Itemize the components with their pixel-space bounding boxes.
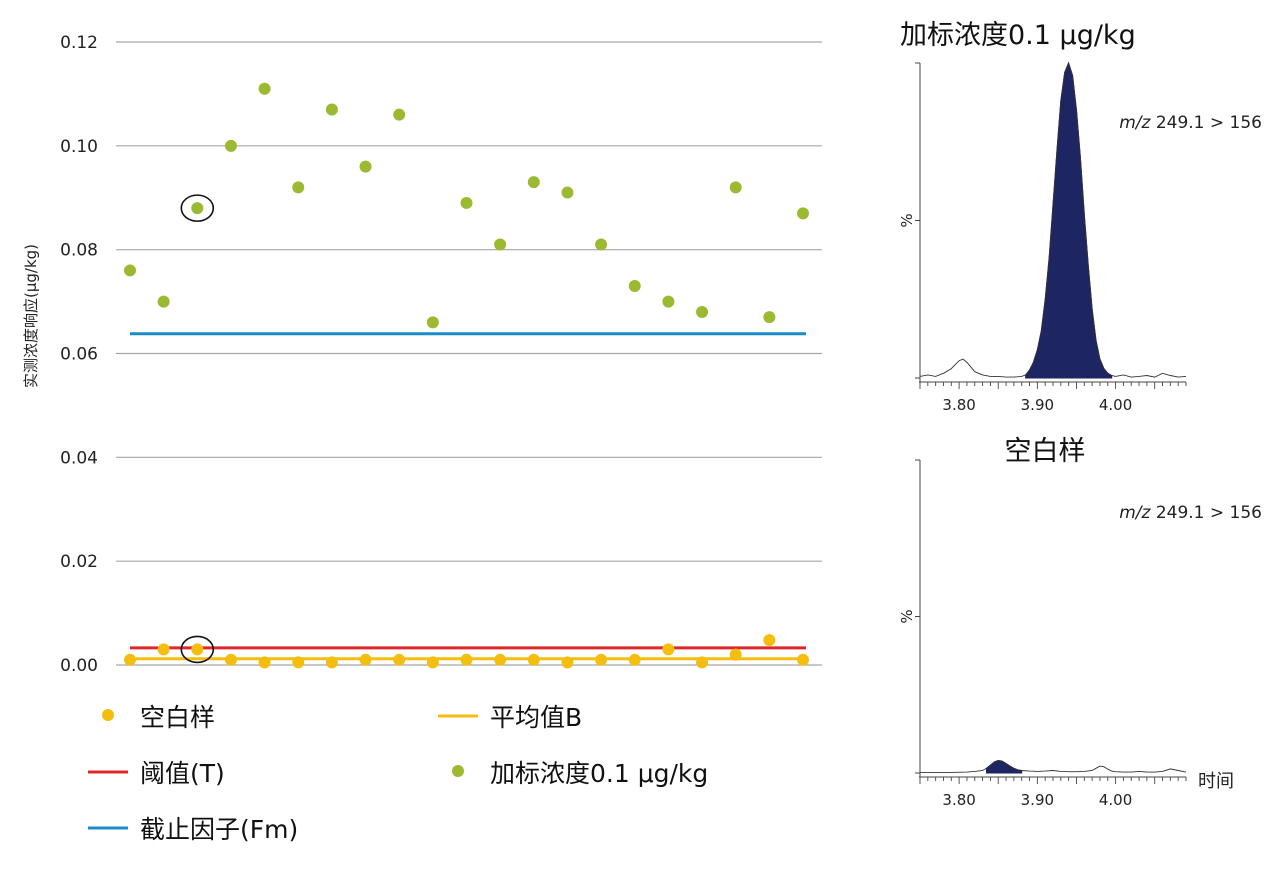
chromatogram-blank-x-axis-label: 时间 — [1198, 771, 1234, 792]
mz-annotation: m/z 249.1 > 156 — [1119, 503, 1262, 523]
legend-marker — [102, 709, 114, 721]
chromatogram-blank-title: 空白样 — [1005, 436, 1086, 467]
data-point — [595, 238, 608, 251]
peak-fill — [1025, 61, 1113, 379]
data-point — [628, 653, 641, 666]
data-point — [460, 653, 473, 666]
data-point — [224, 653, 237, 666]
y-tick-label: 0.00 — [60, 656, 98, 676]
data-point — [797, 207, 809, 220]
data-point — [729, 648, 742, 661]
x-tick-label: 3.90 — [1021, 396, 1054, 414]
data-point — [359, 653, 372, 666]
data-point — [527, 176, 540, 189]
y-tick-label: 0.02 — [60, 552, 98, 572]
chromatogram-spiked-title: 加标浓度0.1 μg/kg — [900, 20, 1136, 51]
data-point — [460, 196, 473, 209]
data-point — [763, 634, 776, 647]
data-point — [157, 295, 170, 308]
data-point — [124, 653, 136, 666]
data-point — [292, 181, 305, 194]
data-point — [696, 305, 709, 318]
data-point — [696, 656, 709, 669]
data-point — [258, 82, 271, 95]
chromatogram-trace — [920, 760, 1187, 773]
data-point — [191, 202, 204, 215]
legend-label: 截止因子(Fm) — [140, 815, 298, 844]
y-axis-label: % — [898, 609, 916, 623]
data-point — [595, 653, 608, 666]
highlight-circle — [180, 635, 215, 664]
legend-label: 阈值(T) — [140, 759, 225, 788]
mz-annotation: m/z 249.1 > 156 — [1119, 113, 1262, 133]
legend-label: 加标浓度0.1 μg/kg — [490, 759, 708, 788]
data-point — [191, 643, 204, 656]
x-tick-label: 3.80 — [942, 396, 975, 414]
data-point — [494, 653, 507, 666]
y-tick-label: 0.10 — [60, 137, 98, 157]
chromatogram-spiked: 加标浓度0.1 μg/kg % 3.80 3.90 4.00 m/z 249.1 > 1… — [898, 20, 1262, 414]
x-tick-label: 4.00 — [1099, 396, 1132, 414]
y-tick-label: 0.12 — [60, 33, 98, 53]
data-point — [797, 653, 809, 666]
data-point — [628, 280, 641, 293]
data-point — [258, 656, 271, 669]
y-axis-label: % — [898, 213, 916, 227]
x-tick-label: 3.80 — [942, 791, 975, 809]
y-tick-label: 0.04 — [60, 448, 98, 468]
data-point — [393, 653, 406, 666]
chromatogram-trace — [919, 61, 1187, 378]
data-point — [729, 181, 742, 194]
data-point — [325, 103, 338, 116]
legend-label: 平均值B — [490, 703, 582, 732]
data-point — [527, 653, 540, 666]
data-point — [124, 264, 136, 277]
data-point — [662, 643, 675, 656]
data-point — [561, 656, 574, 669]
data-point — [359, 160, 372, 173]
data-point — [561, 186, 574, 199]
x-tick-label: 3.90 — [1021, 791, 1054, 809]
data-point — [325, 656, 338, 669]
data-point — [157, 643, 170, 656]
data-point — [426, 656, 439, 669]
y-tick-label: 0.06 — [60, 345, 98, 365]
x-tick-label: 4.00 — [1099, 791, 1132, 809]
main-y-axis-label: 实测浓度响应(μg/kg) — [22, 244, 40, 388]
legend-marker — [452, 765, 464, 777]
data-point — [292, 656, 305, 669]
main-scatter-chart: 实测浓度响应(μg/kg) 0.00 0.02 0.04 0.06 0.08 0.10 0.… — [22, 33, 822, 676]
data-point — [662, 295, 675, 308]
y-tick-label: 0.08 — [60, 241, 98, 261]
legend-label: 空白样 — [140, 703, 215, 732]
chromatogram-blank: 空白样 时间 % 3.80 3.90 4.00 m/z 249.1 > 156 — [898, 436, 1262, 809]
data-point — [763, 311, 776, 324]
data-point — [494, 238, 507, 251]
data-point — [426, 316, 439, 329]
highlight-circle — [180, 194, 215, 222]
data-point — [224, 139, 237, 152]
data-point — [393, 108, 406, 121]
legend: 空白样 平均值B 阈值(T) 加标浓度0.1 μg/kg 截止因子(Fm) — [88, 703, 708, 844]
